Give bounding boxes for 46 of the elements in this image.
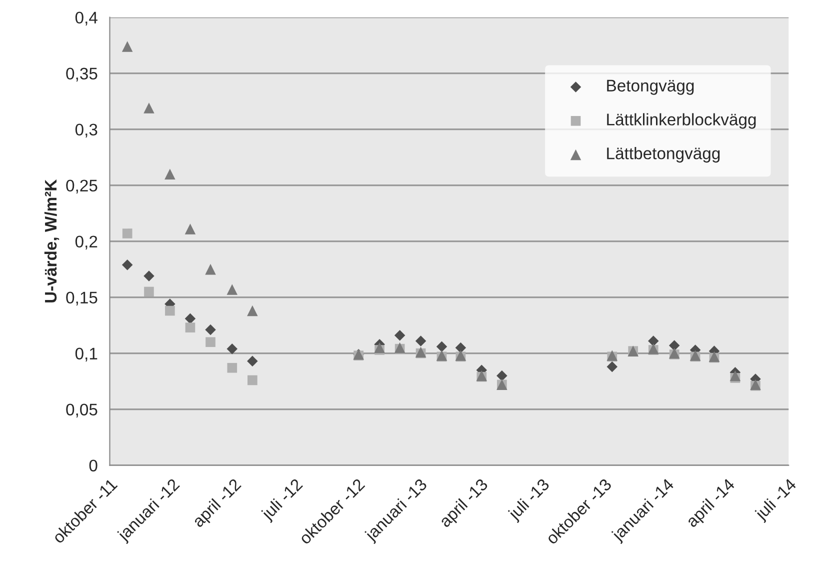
point	[248, 375, 258, 386]
legend-label: Betongvägg	[607, 80, 694, 95]
x-tick-label: juli -12	[260, 478, 306, 524]
point	[185, 322, 196, 332]
point	[436, 341, 448, 352]
y-tick-label: 0,3	[75, 124, 98, 138]
point	[206, 337, 216, 348]
legend-label: Lättbetongvägg	[607, 147, 720, 163]
point	[164, 168, 176, 180]
point	[226, 284, 238, 295]
point	[122, 41, 133, 52]
point	[496, 370, 508, 382]
y-tick-label: 0,4	[75, 12, 98, 26]
point	[144, 286, 154, 297]
point	[226, 343, 238, 354]
point	[205, 324, 216, 336]
point	[122, 259, 133, 270]
point	[144, 102, 154, 114]
point	[165, 306, 175, 316]
point	[122, 228, 132, 238]
legend-label: Lättklinkerblockvägg	[607, 113, 756, 129]
point	[394, 330, 406, 341]
point	[730, 370, 741, 382]
point	[374, 342, 385, 354]
point	[455, 342, 466, 354]
point	[184, 224, 196, 234]
y-tick-label: 0,25	[66, 180, 98, 194]
y-axis-title: U-värde, W/m²K	[44, 179, 60, 302]
point	[415, 336, 426, 346]
point	[606, 361, 618, 372]
point	[184, 313, 196, 324]
x-tick-label: juli -14	[754, 477, 800, 524]
point	[227, 362, 238, 373]
point	[247, 356, 258, 367]
x-tick-label: juli -13	[506, 478, 552, 524]
point	[648, 336, 659, 346]
y-tick-label: 0,1	[75, 348, 98, 362]
point	[247, 305, 258, 316]
y-tick-label: 0,05	[66, 404, 98, 418]
point	[205, 264, 216, 275]
y-tick-label: 0	[89, 460, 98, 472]
point	[668, 340, 680, 351]
y-tick-label: 0,15	[66, 292, 98, 306]
y-tick-label: 0,2	[75, 236, 98, 250]
y-tick-label: 0,35	[66, 68, 98, 82]
point	[144, 270, 154, 282]
